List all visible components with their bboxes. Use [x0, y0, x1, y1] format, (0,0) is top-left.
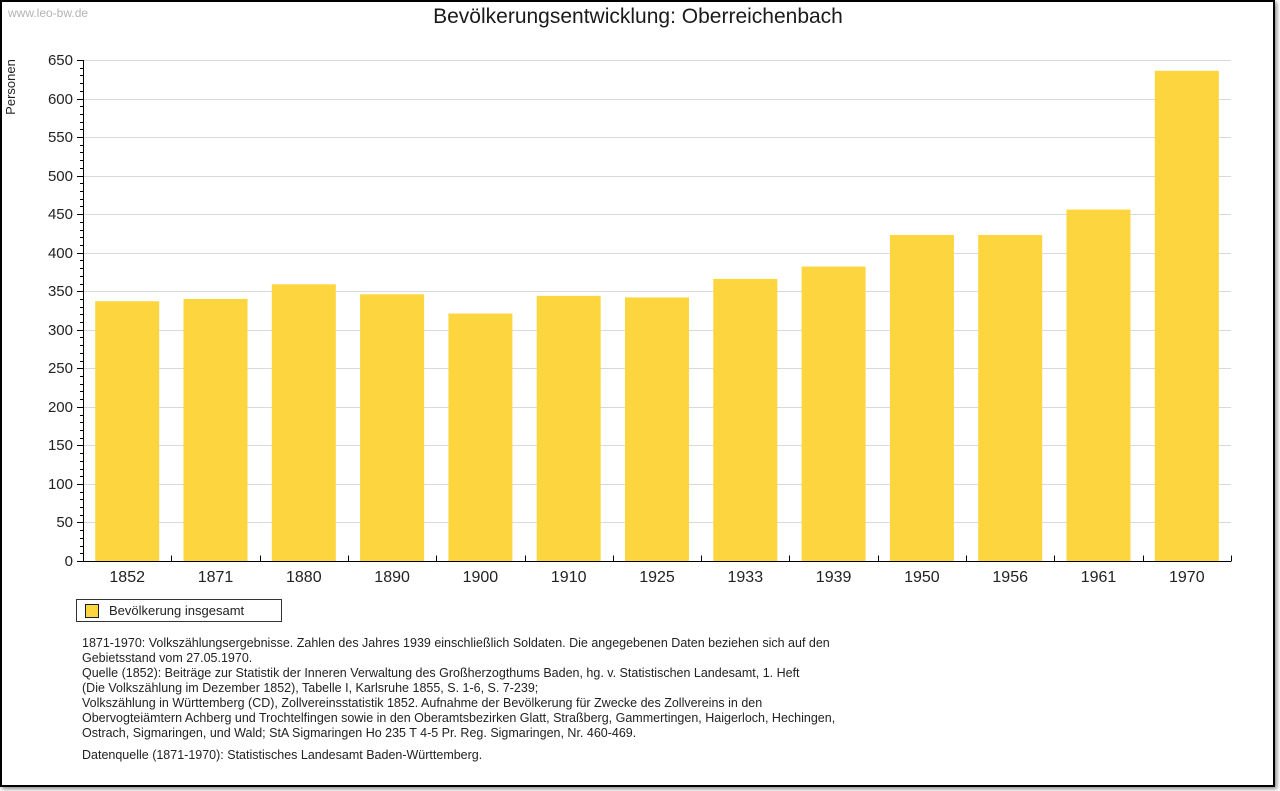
svg-text:550: 550 [48, 129, 73, 146]
svg-text:200: 200 [48, 399, 73, 416]
svg-text:1970: 1970 [1169, 569, 1205, 586]
svg-text:0: 0 [65, 553, 73, 570]
svg-text:300: 300 [48, 322, 73, 339]
svg-text:1950: 1950 [904, 569, 940, 586]
svg-text:1939: 1939 [816, 569, 852, 586]
svg-text:650: 650 [48, 52, 73, 69]
svg-text:1910: 1910 [551, 569, 587, 586]
svg-text:1852: 1852 [109, 569, 145, 586]
svg-text:100: 100 [48, 476, 73, 493]
svg-text:1890: 1890 [374, 569, 410, 586]
svg-text:1933: 1933 [728, 569, 764, 586]
svg-text:1871: 1871 [198, 569, 234, 586]
svg-text:350: 350 [48, 283, 73, 300]
svg-text:150: 150 [48, 437, 73, 454]
svg-text:1961: 1961 [1081, 569, 1117, 586]
svg-text:1956: 1956 [992, 569, 1028, 586]
svg-text:600: 600 [48, 91, 73, 108]
svg-text:400: 400 [48, 245, 73, 262]
svg-text:500: 500 [48, 168, 73, 185]
svg-text:1880: 1880 [286, 569, 322, 586]
svg-text:50: 50 [56, 514, 73, 531]
svg-text:250: 250 [48, 360, 73, 377]
svg-text:1925: 1925 [639, 569, 675, 586]
svg-text:450: 450 [48, 206, 73, 223]
svg-text:1900: 1900 [463, 569, 499, 586]
